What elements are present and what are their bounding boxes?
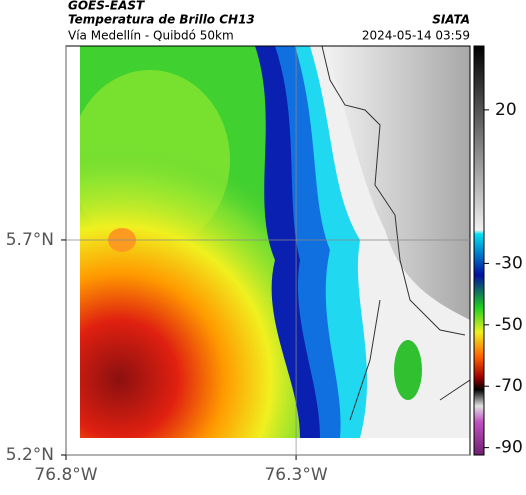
colorbar-tick-label: -30 (495, 253, 523, 273)
colorbar-tick-label: -70 (495, 376, 523, 396)
source: SIATA (432, 13, 470, 27)
colorbar (473, 45, 485, 456)
colorbar-tick-label: 20 (495, 100, 517, 120)
y-tick-label: 5.2°N (6, 445, 54, 465)
x-tick-label: 76.3°W (264, 465, 327, 485)
satellite-image (80, 46, 470, 438)
colorbar-tick-label: -50 (495, 315, 523, 335)
y-tick-label: 5.7°N (6, 230, 54, 250)
subtitle: Temperatura de Brillo CH13 (68, 13, 255, 27)
x-tick-label: 76.8°W (34, 465, 97, 485)
title: GOES-EAST (68, 0, 145, 13)
datetime: 2024-05-14 03:59 (362, 29, 470, 43)
colorbar-tick-label: -90 (495, 438, 523, 458)
region: Vía Medellín - Quibdó 50km (68, 29, 234, 43)
